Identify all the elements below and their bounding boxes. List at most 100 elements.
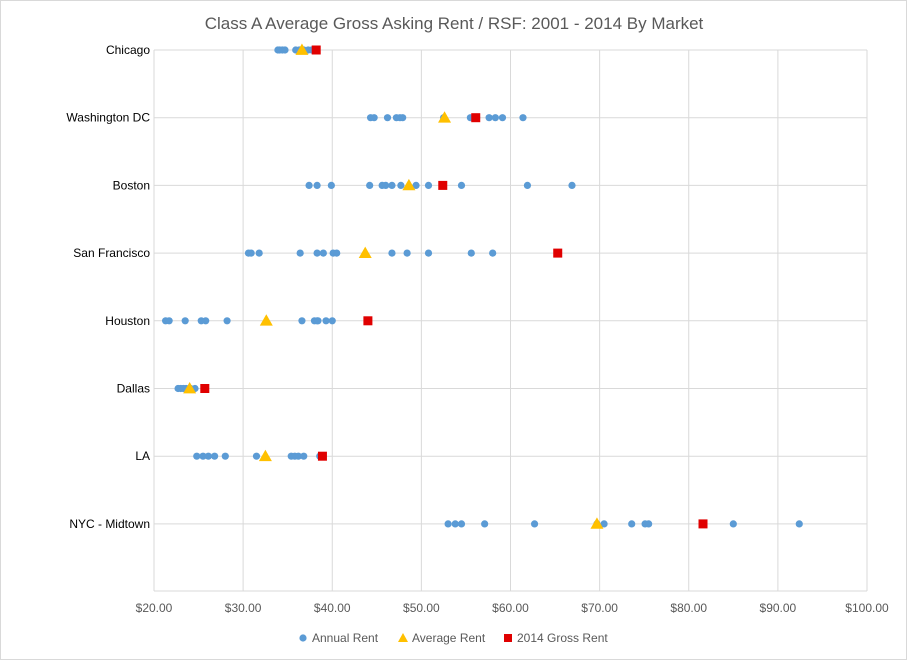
annual-rent-point [322,317,330,325]
annual-rent-point [300,452,308,460]
annual-rent-point [444,520,452,528]
gross-rent-2014-point [311,45,321,55]
category-label: Dallas [117,382,150,396]
annual-rent-point [181,317,189,325]
annual-rent-point [370,114,378,122]
annual-rent-point [467,249,475,257]
gridlines [153,49,868,592]
annual-rent-point [165,317,173,325]
annual-rent-point [498,114,507,122]
annual-rent-point [485,114,493,122]
annual-rent-point [314,317,322,325]
average-rent-point [438,111,452,123]
x-tick-label: $20.00 [136,601,173,615]
annual-rent-point [403,249,411,257]
legend-triangle-icon [398,633,408,642]
annual-rent-point [193,452,201,460]
annual-rent-point [366,181,374,189]
annual-rent-point [211,452,219,460]
average-rent-point [402,178,416,191]
legend-label: Average Rent [412,631,486,645]
annual-rent-point [530,520,539,528]
x-tick-label: $100.00 [845,601,889,615]
x-tick-label: $80.00 [670,601,707,615]
annual-rent-point [388,249,396,257]
annual-rent-point [729,520,737,528]
x-tick-label: $70.00 [581,601,618,615]
average-rent-point [258,449,272,462]
average-rent-point [590,517,604,529]
annual-rent-point [281,46,289,54]
annual-rent-point [223,317,231,325]
annual-rent-point [519,114,527,122]
category-label: NYC - Midtown [69,517,150,531]
annual-rent-point [333,249,341,257]
annual-rent-point [412,181,420,189]
annual-rent-point [255,249,263,257]
x-axis-tick-labels: $20.00 $30.00 $40.00 $50.00 $60.00 $70.00 $80.… [136,601,889,615]
x-tick-label: $30.00 [225,601,262,615]
annual-rent-point [328,317,336,325]
legend-square-icon [504,634,512,642]
chart-title: Class A Average Gross Asking Rent / RSF:… [205,14,704,33]
gross-rent-2014-point [438,180,448,190]
annual-rent-point [199,452,207,460]
annual-rent-point [645,520,653,528]
annual-rent-point [247,249,255,257]
legend-label: Annual Rent [312,631,379,645]
category-label: Washington DC [66,111,150,125]
annual-rent-point [296,249,304,257]
legend-label: 2014 Gross Rent [517,631,608,645]
annual-rent-point [294,452,302,460]
annual-rent-point [457,520,466,528]
average-rent-point [183,382,197,394]
gross-rent-2014-point [363,316,373,326]
data-points [161,43,803,529]
annual-rent-point [313,181,321,189]
category-label: Houston [105,314,150,328]
annual-rent-point [204,452,212,460]
annual-rent-point [795,520,803,528]
annual-rent-point [457,181,466,189]
annual-rent-point [202,317,210,325]
annual-rent-point [399,114,407,122]
annual-rent-point [628,520,636,528]
category-label: San Francisco [73,246,150,260]
annual-rent-point [388,181,396,189]
annual-rent-point [305,181,313,189]
annual-rent-point [481,520,489,528]
gross-rent-2014-point [553,248,563,258]
category-label: Chicago [106,43,150,57]
gross-rent-2014-point [698,519,708,529]
average-rent-point [295,43,309,55]
legend: Annual Rent Average Rent 2014 Gross Rent [299,631,608,645]
annual-rent-point [327,181,335,189]
annual-rent-point [424,249,433,257]
average-rent-point [259,314,273,326]
annual-rent-point [319,249,327,257]
annual-rent-point [313,249,321,257]
annual-rent-point [600,520,608,528]
gross-rent-2014-point [200,384,210,393]
category-label: LA [135,449,150,463]
average-rent-point [358,246,372,258]
x-tick-label: $40.00 [314,601,351,615]
x-tick-label: $50.00 [403,601,440,615]
annual-rent-point [523,181,532,189]
annual-rent-point [298,317,306,325]
annual-rent-point [221,452,229,460]
x-tick-label: $90.00 [760,601,797,615]
legend-circle-icon [299,634,307,642]
category-labels: Chicago Washington DC Boston San Francisco H… [66,43,150,531]
x-tick-label: $60.00 [492,601,529,615]
annual-rent-point [491,114,499,122]
annual-rent-point [383,114,392,122]
annual-rent-point [568,181,576,189]
annual-rent-point [252,452,261,460]
annual-rent-point [397,181,405,189]
gross-rent-2014-point [317,451,327,461]
annual-rent-point [489,249,497,257]
annual-rent-point [382,181,390,189]
